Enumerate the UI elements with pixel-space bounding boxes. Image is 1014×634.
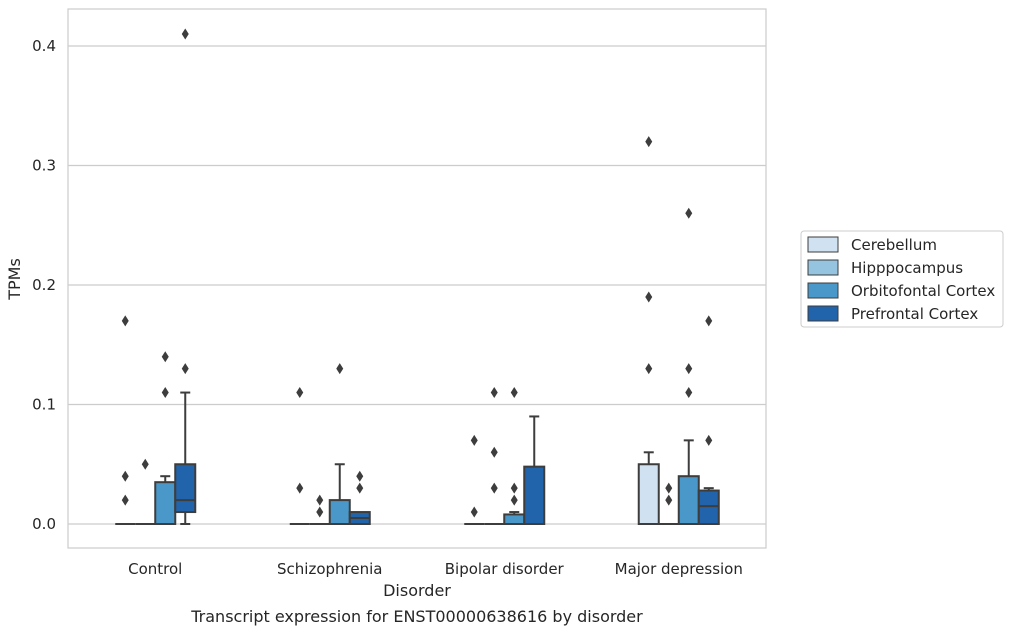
- box-body: [174, 463, 197, 514]
- x-tick-label: Major depression: [615, 560, 743, 578]
- y-axis-ticks: 0.0 0.1 0.2 0.3 0.4: [32, 37, 56, 533]
- outlier-point: [510, 494, 518, 506]
- x-axis-label: Disorder: [383, 581, 451, 600]
- box-body: [637, 463, 660, 525]
- x-tick-label: Schizophrenia: [277, 560, 382, 578]
- outlier-point: [356, 482, 364, 494]
- box-body: [154, 481, 177, 525]
- outlier-point: [121, 315, 129, 327]
- outlier-point: [121, 494, 129, 506]
- chart-caption: Transcript expression for ENST0000063861…: [190, 607, 643, 626]
- box-prefrontal-cortex: [697, 487, 720, 526]
- box-body: [328, 499, 351, 526]
- y-axis-label: TPMs: [5, 258, 24, 301]
- outlier-point: [316, 494, 324, 506]
- y-tick-label: 0.3: [32, 157, 56, 175]
- outlier-point: [296, 482, 304, 494]
- outlier-point: [510, 482, 518, 494]
- box-orbitofontal-cortex: [154, 475, 177, 525]
- box-body: [503, 513, 526, 526]
- legend-label: Hipppocampus: [851, 259, 963, 277]
- legend-swatch: [807, 236, 839, 253]
- outlier-point: [685, 363, 693, 375]
- box-orbitofontal-cortex: [328, 463, 351, 526]
- outlier-point: [705, 315, 713, 327]
- legend-label: Orbitofontal Cortex: [851, 282, 995, 300]
- y-tick-label: 0.0: [32, 515, 56, 533]
- legend-swatch: [807, 282, 839, 299]
- legend-swatch: [807, 259, 839, 276]
- x-tick-label: Bipolar disorder: [445, 560, 565, 578]
- outlier-point: [490, 446, 498, 458]
- outlier-point: [121, 470, 129, 482]
- y-tick-label: 0.2: [32, 276, 56, 294]
- outlier-point: [665, 482, 673, 494]
- box-prefrontal-cortex: [523, 415, 546, 526]
- outlier-point: [645, 291, 653, 303]
- outlier-point: [141, 458, 149, 470]
- outlier-point: [161, 387, 169, 399]
- box-body: [523, 465, 546, 526]
- outlier-point: [510, 387, 518, 399]
- outlier-point: [470, 506, 478, 518]
- x-axis-ticks: Control Schizophrenia Bipolar disorder Majo…: [128, 560, 743, 578]
- legend-label: Cerebellum: [851, 236, 937, 254]
- x-tick-label: Control: [128, 560, 182, 578]
- box-prefrontal-cortex: [174, 391, 197, 525]
- outlier-point: [645, 363, 653, 375]
- box-orbitofontal-cortex: [677, 439, 700, 526]
- outlier-point: [685, 207, 693, 219]
- outlier-point: [181, 28, 189, 40]
- legend-label: Prefrontal Cortex: [851, 305, 978, 323]
- outlier-point: [296, 387, 304, 399]
- plot-frame: [67, 8, 767, 549]
- outlier-point: [490, 387, 498, 399]
- box-prefrontal-cortex: [348, 511, 371, 525]
- box-body: [677, 475, 700, 526]
- outlier-point: [685, 387, 693, 399]
- outlier-point: [181, 363, 189, 375]
- outliers: [121, 28, 713, 518]
- y-tick-label: 0.4: [32, 37, 56, 55]
- box-cerebellum: [637, 451, 660, 525]
- legend-swatch: [807, 305, 839, 322]
- box-body: [697, 489, 720, 526]
- outlier-point: [316, 506, 324, 518]
- box-orbitofontal-cortex: [503, 511, 526, 526]
- legend: Cerebellum Hipppocampus Orbitofontal Corte…: [800, 230, 1004, 328]
- outlier-point: [356, 470, 364, 482]
- outlier-point: [161, 351, 169, 363]
- outlier-point: [470, 434, 478, 446]
- boxes: [115, 391, 720, 526]
- outlier-point: [665, 494, 673, 506]
- outlier-point: [645, 136, 653, 148]
- outlier-point: [336, 363, 344, 375]
- y-tick-label: 0.1: [32, 396, 56, 414]
- legend-frame: [800, 230, 1004, 328]
- outlier-point: [705, 434, 713, 446]
- outlier-point: [490, 482, 498, 494]
- gridlines: [68, 45, 766, 525]
